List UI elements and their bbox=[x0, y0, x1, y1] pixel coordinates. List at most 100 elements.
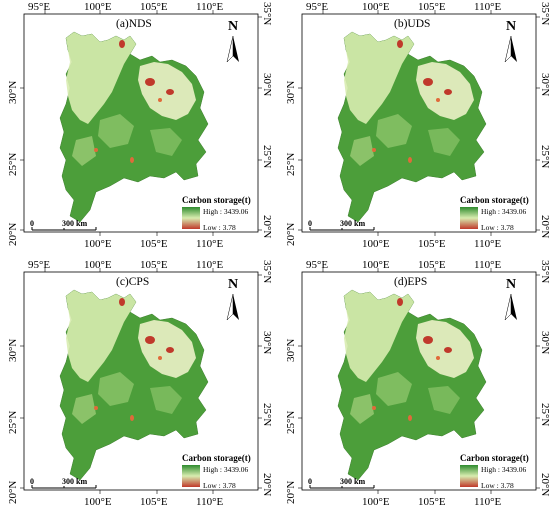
bottom-lon-label: 110°E bbox=[474, 496, 501, 508]
legend: Carbon storage(t) High : 3439.06 Low : 3… bbox=[460, 453, 529, 490]
north-arrow-icon: N bbox=[504, 277, 517, 321]
left-lat-label: 30°N bbox=[7, 81, 19, 104]
bottom-lon-ticks: 100°E 105°E 110°E bbox=[84, 232, 223, 250]
top-lon-ticks: 95°E 100°E 105°E 110°E bbox=[306, 1, 501, 14]
scale-bar: 0 300 km bbox=[308, 219, 375, 231]
bottom-lon-label: 110°E bbox=[196, 238, 223, 250]
top-lon-label: 105°E bbox=[418, 1, 446, 13]
bottom-lon-ticks: 100°E 105°E 110°E bbox=[362, 232, 501, 250]
legend-low-label: Low : 3.78 bbox=[481, 223, 514, 232]
right-lat-ticks: 35°N 30°N 25°N 20°N bbox=[536, 260, 550, 496]
legend-low-label: Low : 3.78 bbox=[481, 481, 514, 490]
legend-title: Carbon storage(t) bbox=[460, 195, 529, 205]
left-lat-label: 25°N bbox=[285, 411, 297, 434]
right-lat-label: 30°N bbox=[261, 331, 273, 354]
scale-zero-label: 0 bbox=[308, 219, 312, 228]
top-lon-label: 100°E bbox=[84, 1, 112, 13]
left-lat-label: 30°N bbox=[285, 81, 297, 104]
top-lon-label: 105°E bbox=[418, 259, 446, 271]
right-lat-label: 35°N bbox=[261, 260, 273, 283]
top-lon-label: 95°E bbox=[28, 1, 50, 13]
right-lat-ticks: 35°N 30°N 25°N 20°N bbox=[536, 2, 550, 238]
right-lat-label: 20°N bbox=[539, 473, 550, 496]
carbon-storage-region bbox=[59, 289, 209, 481]
right-lat-label: 20°N bbox=[261, 215, 273, 238]
right-lat-label: 25°N bbox=[539, 145, 550, 168]
scale-zero-label: 0 bbox=[308, 477, 312, 486]
right-lat-label: 30°N bbox=[261, 73, 273, 96]
legend-low-label: Low : 3.78 bbox=[203, 481, 236, 490]
scale-bar: 0 300 km bbox=[308, 477, 375, 489]
legend-color-ramp bbox=[460, 465, 478, 487]
carbon-storage-region bbox=[337, 31, 487, 223]
right-lat-label: 25°N bbox=[261, 403, 273, 426]
bottom-lon-label: 110°E bbox=[474, 238, 501, 250]
svg-text:N: N bbox=[506, 19, 516, 34]
bottom-lon-label: 105°E bbox=[418, 496, 446, 508]
bottom-lon-ticks: 100°E 105°E 110°E bbox=[84, 490, 223, 508]
bottom-lon-ticks: 100°E 105°E 110°E bbox=[362, 490, 501, 508]
right-lat-label: 25°N bbox=[261, 145, 273, 168]
scale-distance-label: 300 km bbox=[340, 477, 365, 486]
left-lat-ticks: 30°N 25°N 20°N bbox=[7, 339, 24, 504]
top-lon-label: 95°E bbox=[306, 1, 328, 13]
left-lat-label: 20°N bbox=[285, 223, 297, 246]
bottom-lon-label: 100°E bbox=[362, 238, 390, 250]
bottom-lon-label: 100°E bbox=[362, 496, 390, 508]
scale-distance-label: 300 km bbox=[340, 219, 365, 228]
right-lat-label: 35°N bbox=[539, 2, 550, 25]
left-lat-ticks: 30°N 25°N 20°N bbox=[7, 81, 24, 246]
top-lon-label: 100°E bbox=[362, 259, 390, 271]
map-panel-c: 95°E 100°E 105°E 110°E 100°E 105°E 110°E… bbox=[0, 258, 273, 511]
right-lat-label: 20°N bbox=[261, 473, 273, 496]
legend-high-label: High : 3439.06 bbox=[481, 465, 526, 474]
scale-zero-label: 0 bbox=[30, 219, 34, 228]
legend: Carbon storage(t) High : 3439.06 Low : 3… bbox=[182, 453, 251, 490]
left-lat-label: 25°N bbox=[7, 411, 19, 434]
left-lat-label: 30°N bbox=[7, 339, 19, 362]
bottom-lon-label: 110°E bbox=[196, 496, 223, 508]
carbon-storage-region bbox=[337, 289, 487, 481]
top-lon-label: 100°E bbox=[84, 259, 112, 271]
top-lon-label: 110°E bbox=[196, 259, 223, 271]
legend-high-label: High : 3439.06 bbox=[203, 465, 248, 474]
top-lon-label: 95°E bbox=[306, 259, 328, 271]
bottom-lon-label: 100°E bbox=[84, 496, 112, 508]
panel-title: (c)CPS bbox=[116, 276, 149, 288]
right-lat-label: 35°N bbox=[261, 2, 273, 25]
right-lat-ticks: 35°N 30°N 25°N 20°N bbox=[258, 260, 273, 496]
legend-low-label: Low : 3.78 bbox=[203, 223, 236, 232]
legend: Carbon storage(t) High : 3439.06 Low : 3… bbox=[182, 195, 251, 232]
left-lat-ticks: 30°N 25°N 20°N bbox=[285, 339, 302, 504]
north-arrow-icon: N bbox=[504, 19, 517, 63]
legend-color-ramp bbox=[182, 207, 200, 229]
legend-color-ramp bbox=[460, 207, 478, 229]
legend: Carbon storage(t) High : 3439.06 Low : 3… bbox=[460, 195, 529, 232]
left-lat-ticks: 30°N 25°N 20°N bbox=[285, 81, 302, 246]
svg-text:N: N bbox=[228, 277, 238, 292]
top-lon-label: 110°E bbox=[474, 259, 501, 271]
bottom-lon-label: 105°E bbox=[140, 496, 168, 508]
svg-text:N: N bbox=[228, 19, 238, 34]
top-lon-label: 95°E bbox=[28, 259, 50, 271]
top-lon-label: 105°E bbox=[140, 1, 168, 13]
left-lat-label: 30°N bbox=[285, 339, 297, 362]
right-lat-label: 30°N bbox=[539, 73, 550, 96]
left-lat-label: 20°N bbox=[7, 481, 19, 504]
legend-color-ramp bbox=[182, 465, 200, 487]
left-lat-label: 25°N bbox=[7, 153, 19, 176]
top-lon-ticks: 95°E 100°E 105°E 110°E bbox=[28, 259, 223, 272]
top-lon-ticks: 95°E 100°E 105°E 110°E bbox=[306, 259, 501, 272]
scale-bar: 0 300 km bbox=[30, 219, 97, 231]
legend-title: Carbon storage(t) bbox=[182, 453, 251, 463]
legend-high-label: High : 3439.06 bbox=[203, 207, 248, 216]
top-lon-label: 100°E bbox=[362, 1, 390, 13]
legend-title: Carbon storage(t) bbox=[182, 195, 251, 205]
right-lat-label: 20°N bbox=[539, 215, 550, 238]
bottom-lon-label: 100°E bbox=[84, 238, 112, 250]
map-panel-b: 95°E 100°E 105°E 110°E 100°E 105°E 110°E… bbox=[278, 0, 550, 253]
right-lat-label: 30°N bbox=[539, 331, 550, 354]
scale-zero-label: 0 bbox=[30, 477, 34, 486]
legend-high-label: High : 3439.06 bbox=[481, 207, 526, 216]
scale-distance-label: 300 km bbox=[62, 219, 87, 228]
